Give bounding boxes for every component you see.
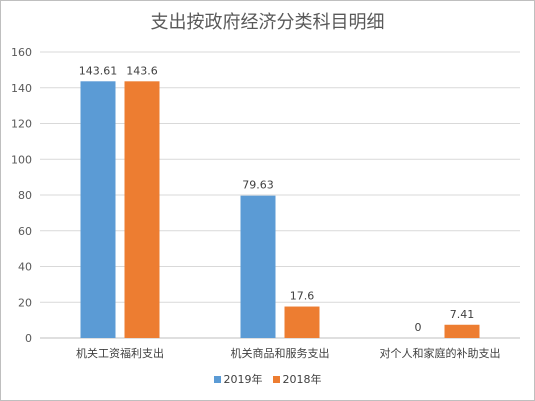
legend-swatch-2018: [272, 375, 280, 383]
y-tick-label-3: 60: [18, 225, 32, 238]
y-tick-label-0: 0: [25, 332, 32, 345]
legend-item-2019: 2019年: [213, 371, 263, 387]
y-tick-label-6: 120: [11, 118, 32, 131]
bar-2-1: [444, 324, 480, 338]
data-label-1-1: 17.6: [290, 290, 315, 303]
x-category-label-0: 机关工资福利支出: [76, 346, 164, 360]
x-category-label-2: 对个人和家庭的补助支出: [380, 346, 501, 360]
y-tick-label-5: 100: [11, 153, 32, 166]
legend: 2019年 2018年: [0, 371, 535, 387]
bar-1-1: [284, 306, 320, 338]
y-tick-label-4: 80: [18, 189, 32, 202]
bar-0-0: [80, 81, 116, 339]
bar-0-1: [124, 81, 160, 338]
y-tick-label-2: 40: [18, 261, 32, 274]
data-label-1-0: 79.63: [242, 179, 274, 192]
legend-swatch-2019: [213, 375, 221, 383]
x-category-label-1: 机关商品和服务支出: [231, 346, 330, 360]
data-label-0-0: 143.61: [79, 64, 118, 77]
data-label-2-0: 0: [415, 321, 422, 334]
legend-label-2018: 2018年: [282, 373, 322, 386]
chart-title: 支出按政府经济分类科目明细: [150, 12, 385, 33]
y-tick-label-8: 160: [11, 46, 32, 59]
data-label-0-1: 143.6: [126, 64, 158, 77]
data-label-2-1: 7.41: [450, 308, 475, 321]
legend-label-2019: 2019年: [223, 373, 263, 386]
bar-1-0: [240, 195, 276, 338]
legend-item-2018: 2018年: [272, 371, 322, 387]
y-tick-label-1: 20: [18, 296, 32, 309]
y-tick-label-7: 140: [11, 82, 32, 95]
